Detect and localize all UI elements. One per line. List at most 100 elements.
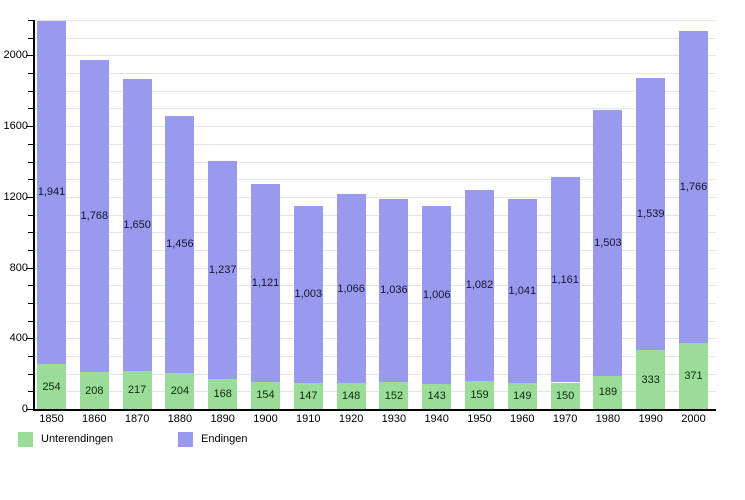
bar-value-unterendingen-1850: 254 xyxy=(42,380,61,393)
bar-value-unterendingen-1960: 149 xyxy=(513,389,532,402)
y-tick-0 xyxy=(26,409,33,410)
y-tick-1700 xyxy=(28,108,33,110)
bar-unterendingen-1880: 204 xyxy=(165,372,195,409)
x-label-2000: 2000 xyxy=(681,413,706,425)
y-tick-1100 xyxy=(28,214,33,216)
y-tick-500 xyxy=(28,320,33,322)
bar-value-endingen-1860: 1,768 xyxy=(80,209,109,222)
legend-label-unterendingen: Unterendingen xyxy=(41,433,114,445)
y-tick-600 xyxy=(28,302,33,304)
bar-endingen-2000: 1,766 xyxy=(679,31,708,344)
bar-endingen-1990: 1,539 xyxy=(636,78,666,351)
bar-unterendingen-1940: 143 xyxy=(422,383,452,409)
bar-value-unterendingen-1930: 152 xyxy=(384,389,404,402)
x-label-1970: 1970 xyxy=(552,413,578,425)
gridline-1600 xyxy=(35,126,716,128)
y-tick-1600 xyxy=(26,126,33,128)
gridline-200 xyxy=(35,373,716,375)
bar-unterendingen-1910: 147 xyxy=(293,383,323,409)
legend-item-unterendingen: Unterendingen xyxy=(18,431,113,447)
bar-unterendingen-2000: 371 xyxy=(679,343,708,409)
y-tick-1800 xyxy=(28,90,33,92)
gridline-1800 xyxy=(35,90,716,92)
y-tick-900 xyxy=(28,249,33,251)
x-label-1960: 1960 xyxy=(510,413,535,425)
y-tick-2200 xyxy=(28,20,33,21)
y-tick-400 xyxy=(26,338,33,340)
bar-endingen-1900: 1,121 xyxy=(251,183,280,382)
y-tick-1200 xyxy=(26,196,33,198)
bar-endingen-1930: 1,036 xyxy=(379,198,409,383)
bar-value-unterendingen-1910: 147 xyxy=(299,390,318,402)
bar-unterendingen-1920: 148 xyxy=(336,382,366,409)
x-axis-line xyxy=(33,409,716,411)
gridline-1500 xyxy=(35,143,716,145)
bar-unterendingen-1970: 150 xyxy=(550,382,580,409)
gridline-2000 xyxy=(35,55,716,57)
y-tick-1500 xyxy=(28,143,33,145)
bar-unterendingen-1900: 154 xyxy=(251,381,280,409)
bar-value-unterendingen-1890: 168 xyxy=(213,388,232,401)
bar-value-unterendingen-1870: 217 xyxy=(127,383,147,396)
bar-unterendingen-1860: 208 xyxy=(79,372,109,409)
bar-unterendingen-1980: 189 xyxy=(593,375,623,409)
legend-swatch-endingen xyxy=(178,431,193,447)
gridline-600 xyxy=(35,302,716,304)
bar-unterendingen-1990: 333 xyxy=(636,350,666,409)
bar-value-unterendingen-2000: 371 xyxy=(684,370,703,383)
x-label-1930: 1930 xyxy=(381,413,407,425)
x-label-1990: 1990 xyxy=(638,413,663,425)
y-label-800: 800 xyxy=(9,261,28,274)
x-label-1870: 1870 xyxy=(124,413,150,425)
bar-value-unterendingen-1990: 333 xyxy=(641,373,660,386)
bar-value-endingen-1990: 1,539 xyxy=(636,208,665,221)
x-label-1850: 1850 xyxy=(39,413,64,425)
bar-endingen-1920: 1,066 xyxy=(336,194,366,383)
gridline-900 xyxy=(35,249,716,251)
bar-value-unterendingen-1920: 148 xyxy=(341,389,361,402)
y-tick-1400 xyxy=(28,161,33,163)
bar-unterendingen-1950: 159 xyxy=(465,380,494,409)
y-tick-1000 xyxy=(28,232,33,234)
bar-value-unterendingen-1980: 189 xyxy=(598,386,618,399)
bar-value-endingen-1930: 1,036 xyxy=(380,284,408,297)
bar-value-endingen-1910: 1,003 xyxy=(294,288,323,301)
x-label-1860: 1860 xyxy=(82,413,107,425)
bar-endingen-1880: 1,456 xyxy=(165,115,195,373)
bar-endingen-1970: 1,161 xyxy=(550,177,580,383)
x-label-1890: 1890 xyxy=(210,413,235,425)
legend-swatch-unterendingen xyxy=(18,431,33,447)
legend-label-endingen: Endingen xyxy=(201,433,248,445)
bar-endingen-1860: 1,768 xyxy=(79,59,109,373)
bar-value-endingen-1950: 1,082 xyxy=(465,279,494,292)
bar-value-endingen-1960: 1,041 xyxy=(508,284,537,297)
x-label-1900: 1900 xyxy=(253,413,278,425)
gridline-2100 xyxy=(35,37,716,39)
bar-unterendingen-1960: 149 xyxy=(507,382,537,409)
bar-value-endingen-2000: 1,766 xyxy=(679,181,708,194)
y-label-2000: 2000 xyxy=(3,49,28,62)
x-label-1950: 1950 xyxy=(467,413,492,425)
bar-unterendingen-1930: 152 xyxy=(379,382,409,409)
bar-endingen-1940: 1,006 xyxy=(422,205,452,384)
gridline-800 xyxy=(35,267,716,269)
bar-value-endingen-1980: 1,503 xyxy=(594,236,622,249)
y-tick-800 xyxy=(26,267,33,269)
y-tick-2100 xyxy=(28,37,33,39)
gridline-700 xyxy=(35,285,716,287)
bar-value-unterendingen-1860: 208 xyxy=(85,384,104,397)
bar-value-endingen-1970: 1,161 xyxy=(551,273,579,286)
bar-unterendingen-1890: 168 xyxy=(208,379,238,409)
bar-value-endingen-1870: 1,650 xyxy=(123,218,151,231)
x-label-1940: 1940 xyxy=(424,413,449,425)
y-tick-1300 xyxy=(28,179,33,181)
bar-value-endingen-1890: 1,237 xyxy=(208,263,237,276)
bar-endingen-1980: 1,503 xyxy=(593,109,623,376)
gridline-500 xyxy=(35,320,716,322)
gridline-1300 xyxy=(35,179,716,181)
y-tick-200 xyxy=(28,373,33,375)
y-tick-100 xyxy=(28,391,33,393)
legend-item-endingen: Endingen xyxy=(178,431,248,447)
